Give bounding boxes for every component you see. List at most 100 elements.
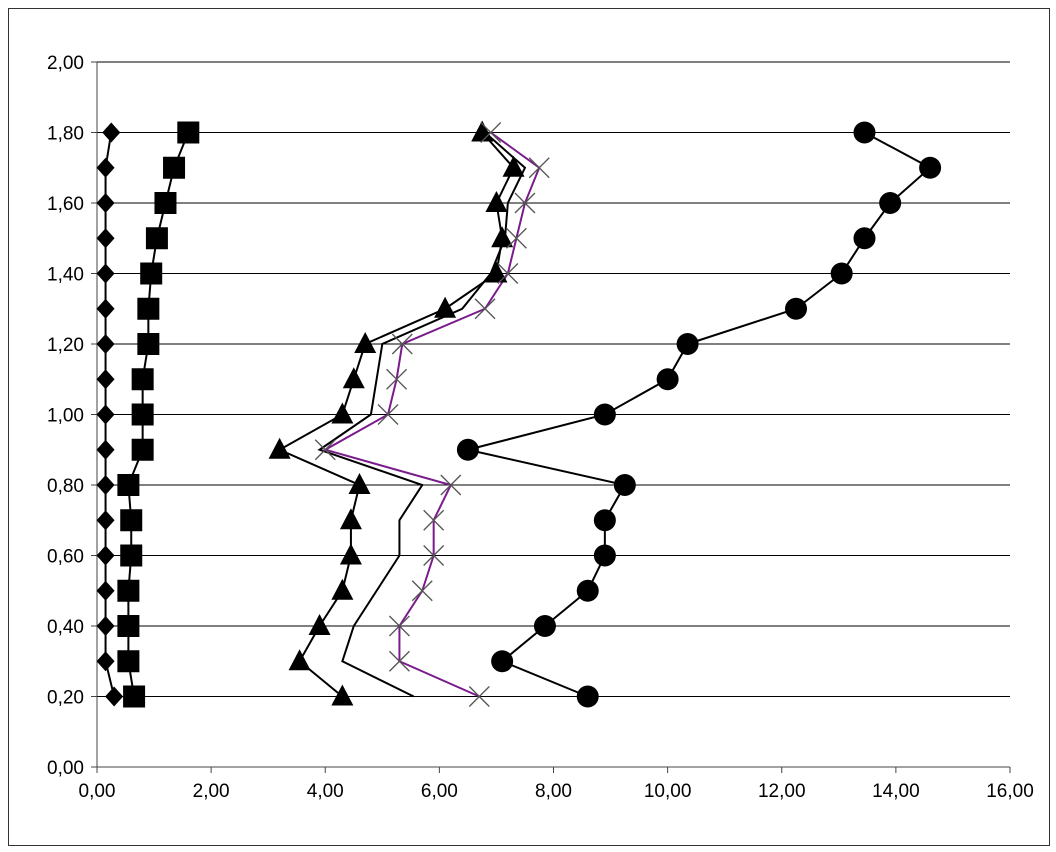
data-point-circle (456, 438, 479, 461)
data-point-square (117, 615, 140, 637)
x-stroke-b (480, 122, 502, 143)
data-point-circle (593, 544, 616, 567)
x-stroke-b (468, 686, 490, 707)
y-tick-label: 1,20 (47, 335, 84, 356)
data-point-x (423, 509, 445, 531)
data-point-x (497, 263, 519, 284)
x-tick-label: 6,00 (421, 781, 458, 802)
data-point-diamond (96, 580, 115, 601)
data-point-x (388, 650, 410, 672)
data-point-circle (613, 474, 636, 496)
data-point-diamond (96, 510, 115, 531)
x-stroke-b (514, 192, 536, 214)
axes (91, 61, 1011, 773)
data-point-square (117, 650, 140, 673)
y-tick-label: 0,20 (47, 688, 84, 709)
data-point-circle (879, 192, 902, 214)
x-stroke-b (386, 368, 408, 390)
y-tick-label: 1,00 (47, 406, 84, 427)
data-point-diamond (96, 439, 115, 460)
data-point-x (528, 157, 550, 179)
x-stroke-b (391, 333, 413, 355)
data-point-triangle (485, 261, 508, 283)
data-point-x (440, 474, 462, 496)
data-point-square (120, 544, 143, 567)
x-stroke-b (411, 580, 433, 602)
data-point-diamond (96, 369, 115, 390)
x-stroke-b (474, 298, 496, 320)
data-point-x (411, 580, 433, 602)
y-tick-label: 1,80 (47, 124, 84, 145)
x-tick-label: 16,00 (986, 781, 1034, 802)
data-point-x (423, 545, 445, 566)
data-point-circle (656, 368, 679, 391)
data-point-square (123, 685, 146, 708)
data-point-diamond (96, 651, 115, 672)
x-stroke-b (423, 545, 445, 566)
x-stroke-b (528, 157, 550, 179)
data-point-triangle (354, 332, 377, 353)
data-point-circle (919, 156, 942, 179)
data-point-circle (491, 650, 514, 673)
data-point-square (154, 192, 177, 214)
data-point-diamond (96, 545, 115, 566)
data-point-diamond (96, 157, 115, 178)
data-point-triangle (485, 191, 508, 212)
data-point-square (137, 333, 160, 355)
data-point-x (514, 192, 536, 214)
data-point-circle (593, 403, 616, 426)
data-point-triangle (308, 614, 331, 635)
y-tick-label: 0,00 (47, 758, 84, 779)
x-stroke-b (388, 615, 410, 637)
data-point-triangle (339, 543, 362, 565)
data-point-diamond (96, 298, 115, 319)
data-point-circle (785, 297, 808, 320)
data-point-triangle (331, 684, 354, 706)
x-stroke-b (388, 650, 410, 672)
y-tick-label: 1,40 (47, 265, 84, 286)
data-point-triangle (342, 367, 365, 389)
x-stroke-b (497, 263, 519, 284)
x-tick-label: 12,00 (758, 781, 806, 802)
data-point-diamond (96, 475, 115, 495)
data-point-circle (533, 615, 556, 637)
data-point-triangle (434, 296, 457, 318)
x-tick-label: 4,00 (307, 781, 344, 802)
data-point-diamond (96, 616, 115, 636)
data-point-square (131, 403, 154, 426)
data-point-x (468, 686, 490, 707)
x-stroke-b (377, 404, 399, 425)
data-point-triangle (331, 402, 354, 424)
data-point-diamond (96, 228, 115, 249)
data-point-triangle (339, 508, 362, 530)
y-tick-label: 1,60 (47, 194, 84, 215)
data-point-circle (576, 579, 599, 602)
x-stroke-b (440, 474, 462, 496)
data-point-diamond (96, 193, 115, 213)
data-point-circle (676, 333, 699, 355)
x-tick-label: 0,00 (79, 781, 116, 802)
data-point-triangle (288, 649, 311, 671)
data-point-x (314, 439, 336, 461)
data-point-diamond (105, 686, 124, 707)
data-point-diamond (96, 404, 115, 425)
data-point-x (386, 368, 408, 390)
data-point-triangle (268, 437, 291, 459)
data-point-square (140, 262, 163, 285)
data-point-square (137, 297, 160, 320)
x-tick-label: 10,00 (644, 781, 692, 802)
series-markers (96, 120, 942, 708)
y-tick-label: 0,60 (47, 547, 84, 568)
data-point-diamond (96, 334, 115, 354)
data-point-x (388, 615, 410, 637)
data-point-square (145, 227, 168, 250)
data-point-x (480, 122, 502, 143)
data-point-square (131, 438, 154, 461)
data-point-triangle (502, 155, 525, 177)
data-point-diamond (96, 263, 115, 284)
data-point-square (131, 368, 154, 391)
x-tick-label: 8,00 (535, 781, 572, 802)
data-point-square (117, 579, 140, 602)
y-tick-label: 2,00 (47, 53, 84, 74)
